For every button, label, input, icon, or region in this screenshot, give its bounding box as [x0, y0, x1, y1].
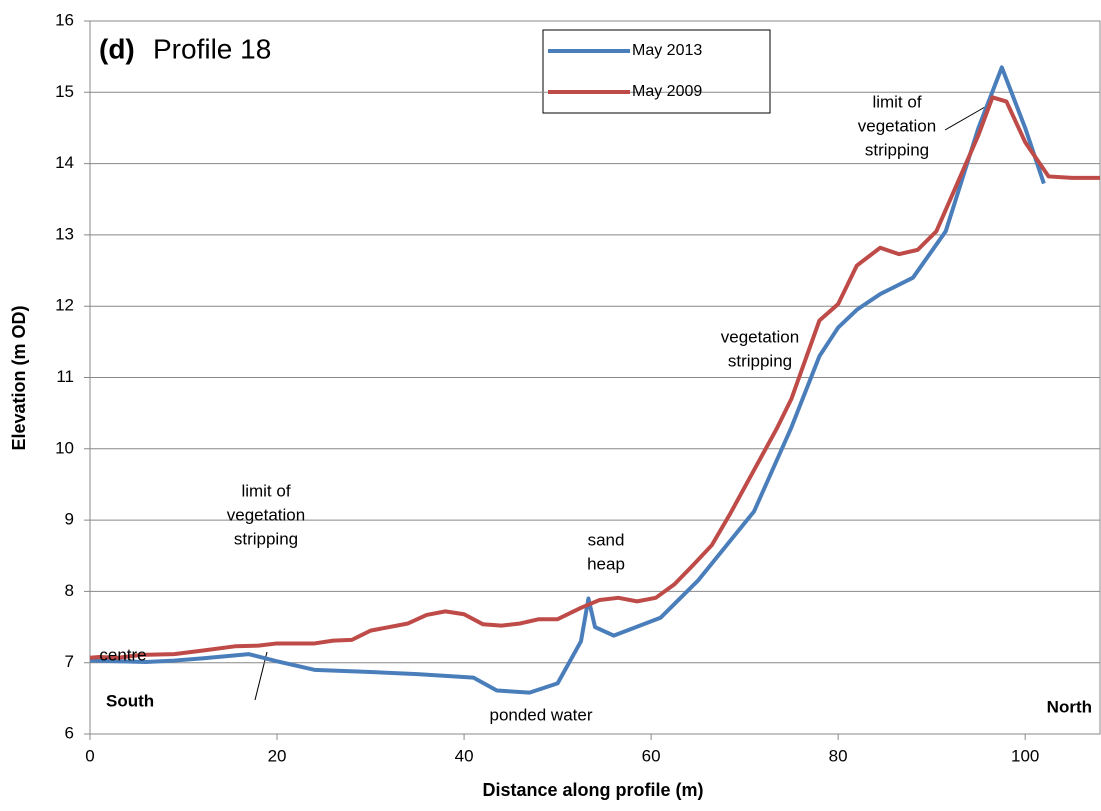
x-tick-label: 20 — [268, 746, 287, 765]
annotation: heap — [587, 554, 625, 573]
legend-label: May 2009 — [632, 83, 702, 100]
x-axis-label: Distance along profile (m) — [482, 780, 703, 800]
chart-title: Profile 18 — [153, 33, 271, 64]
annotation: North — [1047, 697, 1092, 716]
y-axis-label: Elevation (m OD) — [9, 305, 29, 450]
y-tick-label: 8 — [65, 581, 74, 600]
x-tick-label: 60 — [642, 746, 661, 765]
legend-box — [542, 29, 771, 114]
x-tick-label: 80 — [829, 746, 848, 765]
y-tick-label: 15 — [55, 82, 74, 101]
annotation: vegetation — [858, 116, 936, 135]
data-line — [89, 95, 1100, 660]
x-tick-label: 0 — [85, 746, 94, 765]
annotation: stripping — [865, 140, 929, 159]
annotation: vegetation — [227, 505, 305, 524]
annotation: stripping — [728, 351, 792, 370]
annotation: limit of — [241, 481, 290, 500]
y-tick-label: 7 — [65, 652, 74, 671]
annotation: stripping — [234, 529, 298, 548]
y-tick-label: 6 — [65, 723, 74, 742]
x-tick-label: 40 — [455, 746, 474, 765]
annotation: vegetation — [721, 327, 799, 346]
leader-line — [944, 106, 986, 131]
y-tick-label: 13 — [55, 224, 74, 243]
chart-title-label: (d) — [99, 33, 135, 64]
annotation: ponded water — [489, 705, 592, 724]
y-tick-label: 14 — [55, 153, 74, 172]
y-tick-label: 12 — [55, 296, 74, 315]
data-line — [89, 65, 1046, 695]
annotation: limit of — [872, 92, 921, 111]
annotation: centre — [99, 645, 146, 664]
x-tick-label: 100 — [1011, 746, 1039, 765]
annotation: sand — [588, 530, 625, 549]
y-tick-label: 16 — [55, 10, 74, 29]
y-tick-label: 11 — [56, 367, 74, 386]
y-tick-label: 10 — [55, 438, 74, 457]
legend-label: May 2013 — [632, 42, 702, 59]
annotation: South — [106, 691, 154, 710]
y-tick-label: 9 — [65, 510, 74, 529]
